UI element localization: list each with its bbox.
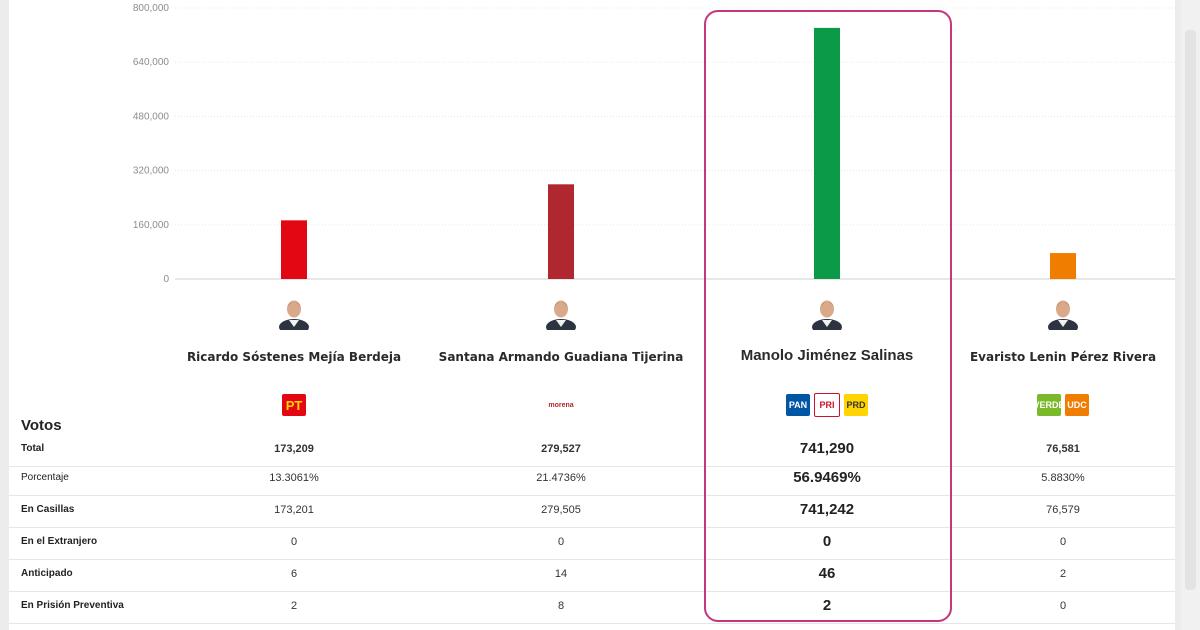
y-tick-label: 160,000 xyxy=(133,220,170,231)
candidate-avatar xyxy=(277,296,311,335)
table-cell: 2 xyxy=(1059,568,1067,580)
y-tick-label: 480,000 xyxy=(133,111,170,122)
table-row: Total 173,209 279,527 741,290 76,581 xyxy=(9,434,1175,467)
table-cell: 741,242 xyxy=(799,501,855,518)
candidate-name: Santana Armando Guadiana Tijerina xyxy=(438,350,684,364)
y-tick-label: 800,000 xyxy=(133,3,170,14)
table-cell: 76,581 xyxy=(1046,443,1080,455)
party-logo: PRD xyxy=(844,394,868,416)
party-logos: VERDE UDC xyxy=(1003,392,1123,418)
table-cell: 741,290 xyxy=(799,440,855,457)
party-logos: PT xyxy=(234,392,354,418)
table-cell: 6 xyxy=(290,568,298,580)
party-logos: PAN PRI PRD xyxy=(767,392,887,418)
votos-title: Votos xyxy=(21,417,62,434)
table-row: En Casillas 173,201 279,505 741,242 76,579 xyxy=(9,495,1175,528)
row-label: En Casillas xyxy=(21,504,75,515)
table-cell: 279,505 xyxy=(541,504,581,516)
table-cell: 173,209 xyxy=(274,443,314,455)
table-row: Anticipado 6 14 46 2 xyxy=(9,559,1175,592)
bar[interactable] xyxy=(814,27,840,279)
table-cell: 0 xyxy=(822,533,832,550)
table-cell: 2 xyxy=(290,600,298,612)
table-cell: 5.8830% xyxy=(1041,472,1085,484)
table-cell: 13.3061% xyxy=(269,472,319,484)
candidate-avatar xyxy=(1046,296,1080,335)
y-tick-label: 0 xyxy=(163,274,169,285)
row-label: Total xyxy=(21,443,45,454)
party-logo: PT xyxy=(282,394,306,416)
table-cell: 21.4736% xyxy=(536,472,586,484)
candidate-name: Ricardo Sóstenes Mejía Berdeja xyxy=(186,350,402,364)
results-card: 0 160,000 320,000 480,000 640,000 800,000 Ric… xyxy=(9,0,1175,630)
table-cell: 279,527 xyxy=(541,443,581,455)
table-cell: 2 xyxy=(822,597,832,614)
table-cell: 56.9469% xyxy=(793,469,861,486)
party-logos: morena xyxy=(501,392,621,418)
scrollbar[interactable] xyxy=(1181,0,1200,630)
party-logo: VERDE xyxy=(1034,394,1065,416)
table-row: En el Extranjero 0 0 0 0 xyxy=(9,527,1175,560)
row-label: Porcentaje xyxy=(21,472,69,483)
table-cell: 0 xyxy=(1059,600,1067,612)
bar[interactable] xyxy=(548,184,574,279)
party-logo: PRI xyxy=(814,393,840,417)
table-cell: 8 xyxy=(557,600,565,612)
table-cell: 0 xyxy=(290,536,298,548)
candidate-avatar xyxy=(544,296,578,335)
bar[interactable] xyxy=(1050,253,1076,279)
table-cell: 173,201 xyxy=(274,504,314,516)
party-logo: morena xyxy=(541,394,581,416)
candidate-avatar xyxy=(810,296,844,335)
scrollbar-thumb[interactable] xyxy=(1185,30,1196,590)
party-logo: UDC xyxy=(1065,394,1089,416)
table-cell: 14 xyxy=(554,568,568,580)
table-cell: 76,579 xyxy=(1046,504,1080,516)
y-tick-label: 320,000 xyxy=(133,166,170,177)
table-cell: 0 xyxy=(557,536,565,548)
table-row: Porcentaje 13.3061% 21.4736% 56.9469% 5.8830… xyxy=(9,463,1175,496)
candidate-name: Manolo Jiménez Salinas xyxy=(740,347,914,364)
row-label: En el Extranjero xyxy=(21,536,98,547)
row-label: Anticipado xyxy=(21,568,73,579)
party-logo: PAN xyxy=(786,394,810,416)
table-row: En Prisión Preventiva 2 8 2 0 xyxy=(9,591,1175,624)
table-cell: 46 xyxy=(818,565,836,582)
vote-bar-chart: 0 160,000 320,000 480,000 640,000 800,000 xyxy=(133,3,1175,285)
table-cell: 0 xyxy=(1059,536,1067,548)
bar[interactable] xyxy=(281,220,307,279)
candidate-name: Evaristo Lenin Pérez Rivera xyxy=(969,350,1157,364)
row-label: En Prisión Preventiva xyxy=(21,600,124,611)
y-tick-label: 640,000 xyxy=(133,57,170,68)
